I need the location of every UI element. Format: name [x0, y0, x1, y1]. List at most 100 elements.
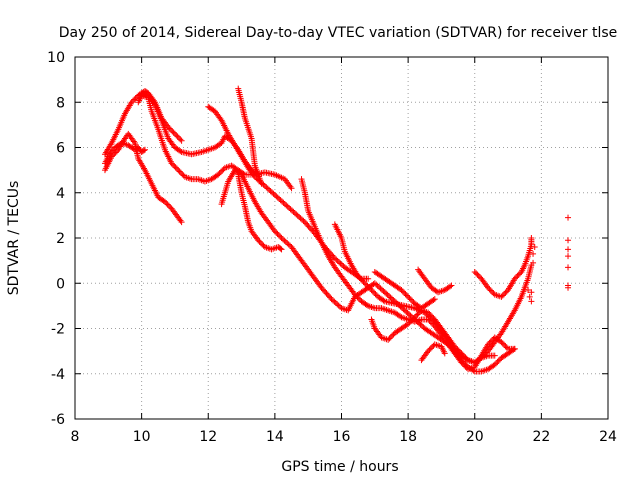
x-tick-label: 18 [399, 429, 417, 445]
data-point [417, 321, 424, 328]
data-point [411, 314, 418, 321]
data-point [384, 291, 391, 298]
data-point [565, 237, 572, 244]
data-point [410, 315, 417, 322]
data-point [179, 171, 186, 178]
x-tick-label: 12 [199, 429, 217, 445]
data-point [385, 336, 392, 343]
data-point [477, 355, 484, 362]
data-point [494, 358, 501, 365]
data-point [381, 289, 388, 296]
data-point [489, 288, 496, 295]
data-point [365, 284, 372, 291]
series-arc-7 [218, 167, 535, 366]
data-point [414, 311, 421, 318]
data-point [277, 197, 284, 204]
data-point [284, 240, 291, 247]
data-point [261, 182, 268, 189]
data-point [528, 235, 535, 241]
data-point [485, 284, 492, 291]
data-point [176, 168, 183, 175]
data-point [255, 237, 262, 244]
data-point [565, 284, 572, 291]
data-point [513, 274, 520, 281]
data-point [282, 238, 289, 245]
data-point [489, 337, 496, 344]
data-point [369, 288, 376, 295]
data-point [425, 309, 432, 316]
data-point [487, 287, 494, 294]
data-point [372, 291, 379, 298]
data-point [405, 320, 412, 327]
data-point [300, 217, 307, 224]
data-point [407, 312, 414, 319]
data-point [501, 341, 508, 348]
data-point [415, 310, 422, 317]
data-point [371, 289, 378, 296]
data-point [129, 97, 136, 104]
data-point [401, 289, 408, 296]
data-point [510, 346, 517, 353]
data-point [486, 286, 493, 293]
data-point [332, 299, 339, 306]
data-point [406, 311, 413, 318]
data-point [407, 318, 414, 325]
data-point [281, 237, 288, 244]
data-point [351, 291, 358, 298]
data-point [493, 360, 500, 367]
data-point [168, 160, 175, 167]
data-point [526, 293, 533, 300]
data-point [502, 289, 509, 296]
data-point [459, 351, 466, 358]
data-point [331, 255, 338, 262]
data-point [471, 268, 478, 275]
data-point [269, 189, 276, 196]
data-point [389, 332, 396, 339]
chart-title: Day 250 of 2014, Sidereal Day-to-day VTE… [59, 25, 618, 41]
data-point [475, 273, 482, 280]
data-point [514, 273, 521, 280]
data-point [491, 361, 498, 368]
data-point [263, 184, 270, 191]
series-arc-4 [135, 92, 295, 192]
data-point [565, 253, 572, 260]
data-point [327, 294, 334, 301]
data-point [565, 246, 572, 253]
data-point [164, 201, 171, 208]
data-point [140, 147, 147, 154]
series-arc-16 [471, 235, 535, 300]
data-point [167, 126, 174, 133]
x-tick-label: 10 [133, 429, 151, 445]
data-point [565, 264, 572, 271]
data-point [279, 198, 286, 205]
data-point [387, 294, 394, 301]
data-point [528, 298, 535, 305]
data-point [499, 340, 506, 347]
data-point [406, 295, 413, 302]
data-point [380, 297, 387, 304]
plot-frame [74, 56, 609, 420]
data-point [498, 293, 505, 300]
data-point [279, 236, 286, 243]
data-point [404, 309, 411, 316]
data-point [413, 312, 420, 319]
data-point [328, 296, 335, 303]
data-point [337, 260, 344, 267]
data-point [171, 130, 178, 137]
data-point [441, 350, 448, 357]
y-axis-label: SDTVAR / TECUs [6, 181, 22, 296]
data-point [166, 125, 173, 132]
data-point [511, 345, 518, 352]
data-point [455, 347, 462, 354]
y-tick-label: -2 [51, 322, 65, 338]
data-point [288, 185, 295, 192]
y-tick-label: -6 [51, 412, 65, 428]
data-point [274, 230, 281, 237]
data-point [175, 167, 182, 174]
data-point [165, 202, 172, 209]
data-point [398, 287, 405, 294]
data-point [280, 199, 287, 206]
data-point [495, 357, 502, 364]
